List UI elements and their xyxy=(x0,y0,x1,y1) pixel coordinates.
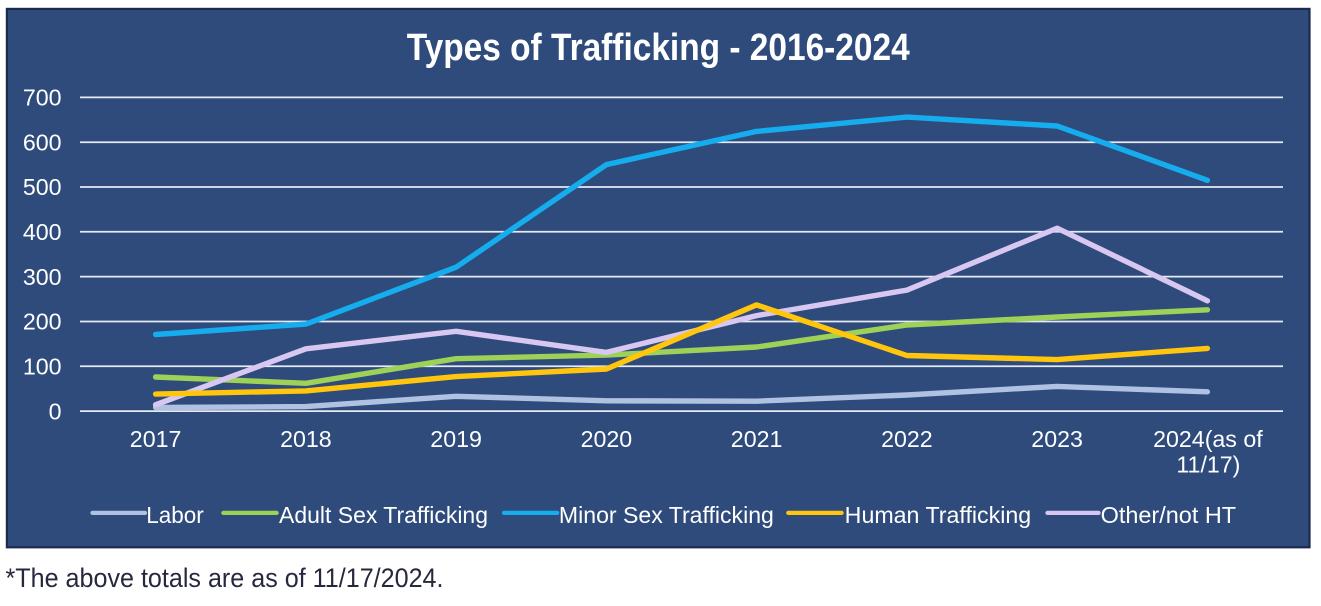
svg-text:0: 0 xyxy=(49,398,62,424)
svg-text:2024(as of: 2024(as of xyxy=(1153,426,1263,452)
svg-text:2019: 2019 xyxy=(430,426,482,452)
svg-text:Other/not HT: Other/not HT xyxy=(1101,502,1237,528)
svg-text:200: 200 xyxy=(23,309,62,335)
svg-text:300: 300 xyxy=(23,264,62,290)
svg-text:2021: 2021 xyxy=(731,426,783,452)
svg-text:2020: 2020 xyxy=(581,426,633,452)
svg-text:600: 600 xyxy=(23,129,62,155)
svg-text:*The above totals are as of 11: *The above totals are as of 11/17/2024. xyxy=(6,563,444,593)
svg-text:Adult Sex Trafficking: Adult Sex Trafficking xyxy=(279,502,488,528)
svg-text:500: 500 xyxy=(23,174,62,200)
svg-text:11/17): 11/17) xyxy=(1176,452,1240,478)
svg-text:2022: 2022 xyxy=(881,426,933,452)
svg-text:Types of Trafficking - 2016-20: Types of Trafficking - 2016-2024 xyxy=(407,27,910,69)
svg-text:Human Trafficking: Human Trafficking xyxy=(845,502,1031,528)
svg-text:700: 700 xyxy=(23,85,62,111)
svg-text:Labor: Labor xyxy=(146,502,204,528)
svg-text:400: 400 xyxy=(23,219,62,245)
svg-text:Minor Sex Trafficking: Minor Sex Trafficking xyxy=(559,502,774,528)
svg-text:100: 100 xyxy=(23,354,62,380)
svg-text:2023: 2023 xyxy=(1031,426,1083,452)
svg-text:2018: 2018 xyxy=(280,426,332,452)
svg-text:2017: 2017 xyxy=(130,426,182,452)
